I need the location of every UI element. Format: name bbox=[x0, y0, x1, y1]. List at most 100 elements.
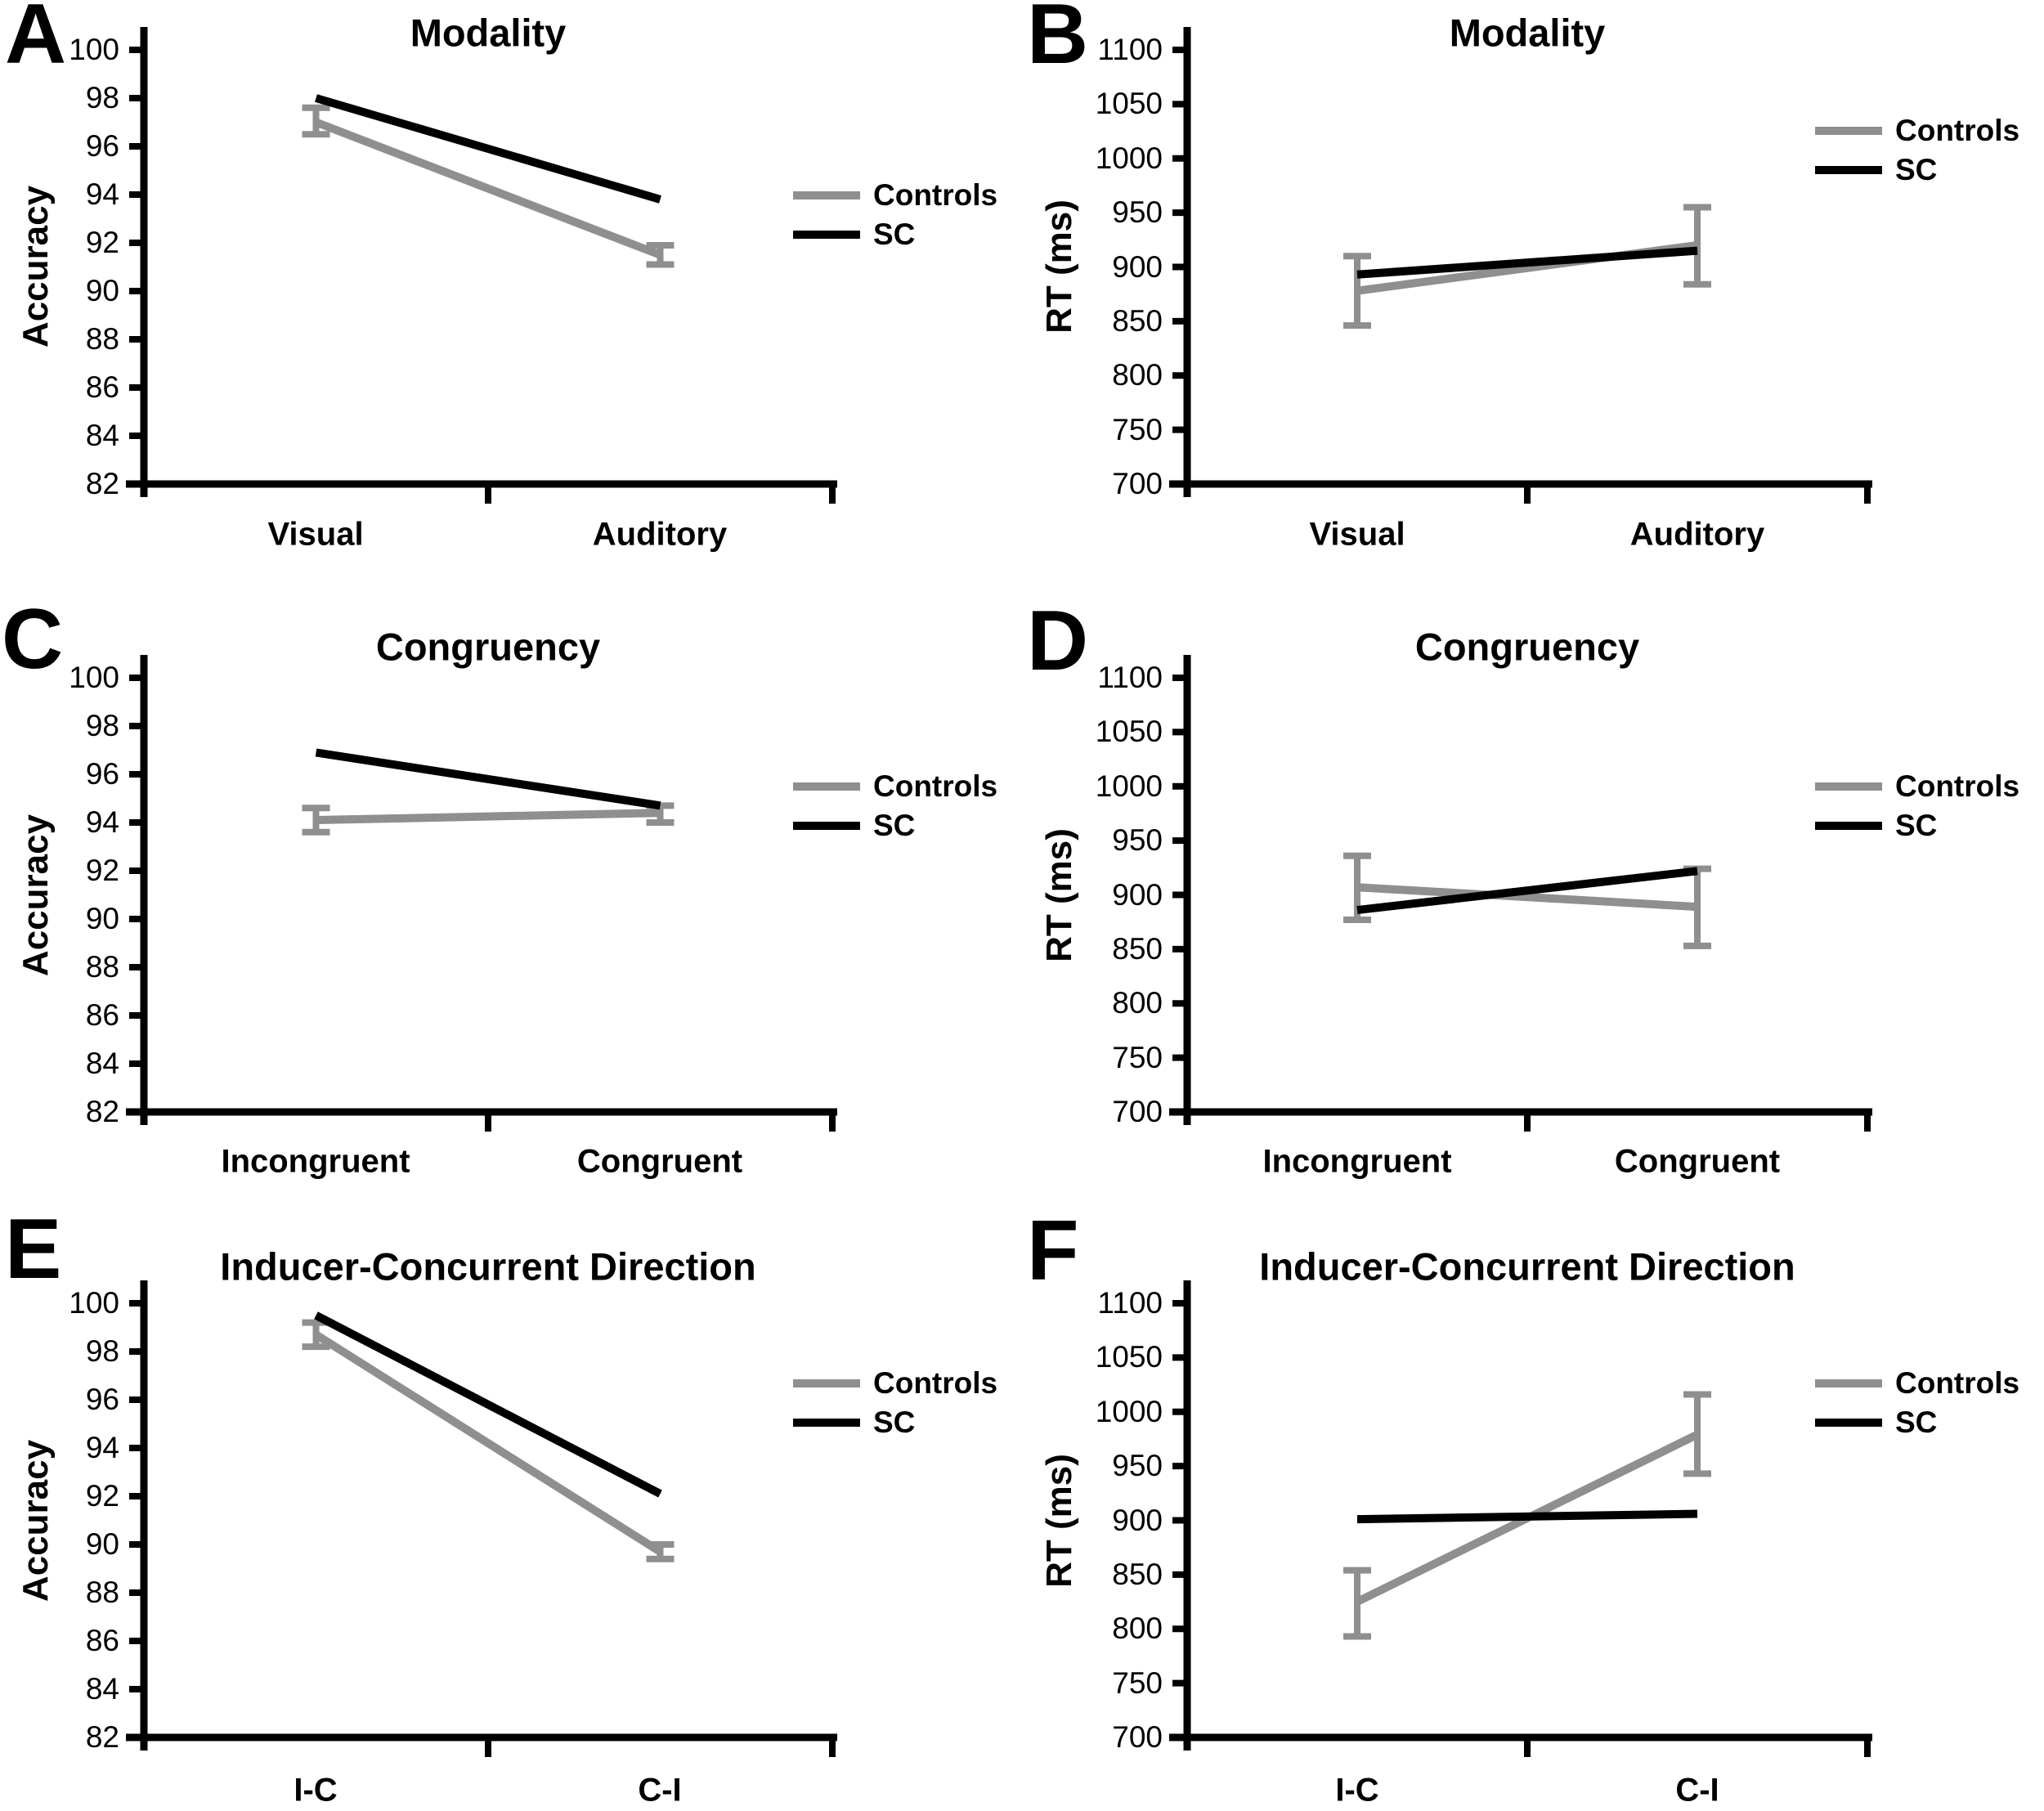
panel-B-plot bbox=[1169, 27, 1872, 504]
legend: Controls SC bbox=[793, 1364, 997, 1442]
y-tick-label: 98 bbox=[85, 81, 119, 114]
y-tick-label: 88 bbox=[85, 950, 119, 984]
series-line-sc bbox=[1356, 1509, 1698, 1524]
legend-label-sc: SC bbox=[1895, 809, 1938, 842]
y-tick-label: 100 bbox=[69, 661, 119, 694]
y-tick-label: 1000 bbox=[1095, 769, 1163, 803]
y-axis-label: RT (ms) bbox=[1039, 199, 1079, 334]
legend-item-controls: Controls bbox=[793, 1364, 997, 1403]
y-tick-label: 92 bbox=[85, 1479, 119, 1513]
y-tick-label: 98 bbox=[85, 709, 119, 742]
sc-line-swatch bbox=[793, 231, 860, 239]
y-tick-label: 800 bbox=[1112, 1612, 1163, 1646]
y-tick-label: 90 bbox=[85, 274, 119, 307]
controls-line-swatch bbox=[793, 1379, 860, 1387]
controls-line-swatch bbox=[793, 782, 860, 791]
controls-line-swatch bbox=[1815, 1379, 1882, 1387]
series-line-sc bbox=[315, 94, 661, 204]
legend-item-sc: SC bbox=[1815, 1403, 2019, 1442]
x-category-label: C-I bbox=[1675, 1772, 1719, 1809]
y-tick-label: 94 bbox=[85, 177, 119, 211]
y-tick-label: 1050 bbox=[1095, 87, 1163, 121]
x-category-label: Congruent bbox=[576, 1143, 743, 1180]
y-tick-label: 100 bbox=[69, 1286, 119, 1320]
legend-label-sc: SC bbox=[1895, 153, 1938, 186]
legend-item-sc: SC bbox=[793, 1403, 997, 1442]
y-tick-label: 900 bbox=[1112, 249, 1163, 284]
y-tick-label: 100 bbox=[69, 33, 119, 66]
legend-item-sc: SC bbox=[1815, 806, 2019, 845]
x-category-label: I-C bbox=[1335, 1772, 1379, 1809]
y-tick-label: 96 bbox=[85, 757, 119, 791]
panel-A-plot bbox=[126, 27, 837, 504]
controls-line-swatch bbox=[1815, 127, 1882, 135]
legend: Controls SC bbox=[793, 767, 997, 845]
y-tick-label: 800 bbox=[1112, 358, 1163, 392]
y-tick-label: 850 bbox=[1112, 1557, 1163, 1591]
y-tick-label: 1050 bbox=[1095, 715, 1163, 749]
x-category-label: C-I bbox=[638, 1772, 682, 1809]
y-tick-label: 750 bbox=[1112, 1040, 1163, 1074]
sc-line-swatch bbox=[793, 822, 860, 830]
y-tick-label: 1100 bbox=[1097, 1286, 1163, 1320]
x-category-label: Congruent bbox=[1614, 1143, 1781, 1180]
controls-line-swatch bbox=[1815, 782, 1882, 791]
y-tick-label: 82 bbox=[85, 467, 119, 500]
legend-label-sc: SC bbox=[1895, 1405, 1938, 1439]
legend-label-sc: SC bbox=[873, 809, 916, 842]
legend-label-controls: Controls bbox=[1895, 114, 2020, 147]
y-tick-label: 94 bbox=[85, 805, 119, 839]
sc-line-swatch bbox=[1815, 166, 1882, 174]
legend: Controls SC bbox=[1815, 111, 2019, 190]
y-tick-label: 950 bbox=[1112, 1449, 1163, 1483]
y-tick-label: 84 bbox=[85, 1672, 119, 1706]
panel-letter: D bbox=[1027, 594, 1089, 688]
legend: Controls SC bbox=[1815, 767, 2019, 845]
y-tick-label: 96 bbox=[85, 129, 119, 163]
y-tick-label: 750 bbox=[1112, 1665, 1163, 1700]
y-axis-label: Accuracy bbox=[16, 814, 56, 977]
series-line-controls bbox=[1356, 883, 1698, 912]
x-category-label: Auditory bbox=[1629, 516, 1765, 553]
y-tick-label: 700 bbox=[1112, 1720, 1163, 1754]
series-line-controls bbox=[316, 809, 661, 825]
y-tick-label: 84 bbox=[85, 419, 119, 452]
sc-line-swatch bbox=[1815, 1419, 1882, 1427]
y-tick-label: 96 bbox=[85, 1383, 119, 1416]
y-tick-label: 1000 bbox=[1095, 141, 1163, 175]
panel-letter: B bbox=[1027, 0, 1089, 82]
legend-label-controls: Controls bbox=[1895, 1366, 2020, 1400]
panel-title: Congruency bbox=[1414, 625, 1640, 669]
y-tick-label: 900 bbox=[1112, 877, 1163, 912]
y-tick-label: 86 bbox=[85, 1624, 119, 1657]
panel-title: Congruency bbox=[375, 625, 601, 669]
y-tick-label: 950 bbox=[1112, 823, 1163, 858]
legend-item-controls: Controls bbox=[1815, 1364, 2019, 1403]
y-tick-label: 82 bbox=[85, 1095, 119, 1128]
y-tick-label: 98 bbox=[85, 1334, 119, 1368]
y-tick-label: 88 bbox=[85, 322, 119, 356]
y-tick-label: 850 bbox=[1112, 303, 1163, 338]
series-line-controls bbox=[313, 1331, 663, 1556]
legend-item-controls: Controls bbox=[1815, 111, 2019, 150]
y-tick-label: 94 bbox=[85, 1431, 119, 1464]
legend: Controls SC bbox=[793, 176, 997, 254]
y-tick-label: 92 bbox=[85, 854, 119, 887]
y-tick-label: 90 bbox=[85, 902, 119, 935]
panel-title: Modality bbox=[410, 11, 567, 55]
legend-item-controls: Controls bbox=[1815, 767, 2019, 806]
sc-line-swatch bbox=[1815, 822, 1882, 830]
y-tick-label: 88 bbox=[85, 1576, 119, 1609]
panel-letter: E bbox=[5, 1202, 62, 1297]
y-tick-label: 90 bbox=[85, 1527, 119, 1561]
legend-label-sc: SC bbox=[873, 217, 916, 251]
legend-item-sc: SC bbox=[793, 215, 997, 254]
x-category-label: Incongruent bbox=[221, 1143, 410, 1180]
y-tick-label: 900 bbox=[1112, 1503, 1163, 1537]
panel-letter: C bbox=[2, 592, 64, 687]
controls-line-swatch bbox=[793, 191, 860, 199]
legend-item-controls: Controls bbox=[793, 176, 997, 215]
panel-letter: F bbox=[1027, 1204, 1079, 1298]
y-tick-label: 1050 bbox=[1095, 1340, 1163, 1374]
